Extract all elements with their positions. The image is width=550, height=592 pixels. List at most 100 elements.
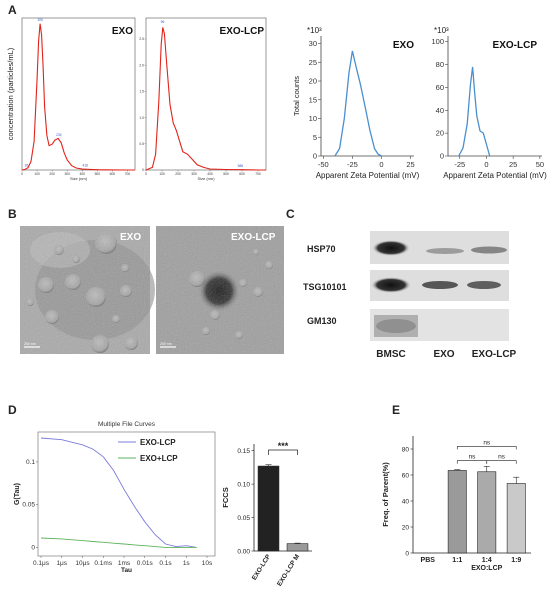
y-tick-label: 15 bbox=[309, 95, 317, 104]
x-tick-label: 0 bbox=[21, 172, 23, 176]
x-tick-label: 1:4 bbox=[482, 557, 492, 564]
nta-exo-lcp-chart: 0 100 200 300 400 500 600 700 0 0.5 1.0 1.5 2.0 2.5 96… bbox=[139, 17, 267, 181]
zeta-exo-chart: -50 -25 0 25 0 5 10 15 20 25 30 Apparent Zeta Poten… bbox=[292, 26, 420, 180]
tem-exo-lcp-label: EXO-LCP bbox=[231, 232, 276, 243]
blot-gm130 bbox=[370, 309, 509, 341]
bar bbox=[447, 470, 467, 554]
y-axis-label: concentration (particles/mL) bbox=[6, 47, 15, 140]
panel-label-b: B bbox=[8, 207, 17, 221]
x-tick-label: 500 bbox=[95, 172, 101, 176]
y-tick-label: 0 bbox=[142, 168, 144, 172]
x-tick-label: 1μs bbox=[56, 560, 67, 567]
y-tick-label: 0.05 bbox=[237, 515, 250, 522]
chart-title: Multiple File Curves bbox=[98, 421, 156, 428]
x-tick-label: EXO-LCP bbox=[251, 553, 273, 582]
y-tick-label: 0.00 bbox=[237, 548, 250, 555]
x-tick-label: 25 bbox=[406, 160, 414, 169]
y-axis-label: Freq. of Parent(%) bbox=[381, 462, 390, 527]
y-tick-label: 20 bbox=[309, 77, 317, 86]
significance-label: *** bbox=[278, 441, 289, 451]
panel-label-c: C bbox=[286, 207, 295, 221]
y-tick-label: 80 bbox=[402, 446, 410, 453]
x-tick-label: 100 bbox=[159, 172, 165, 176]
tem-exo-image: 200 nm EXO bbox=[20, 226, 155, 354]
protein-label-hsp70: HSP70 bbox=[307, 244, 336, 254]
panel-label-a: A bbox=[8, 3, 17, 17]
x-axis-label: Size (nm) bbox=[70, 176, 88, 181]
chart-title: EXO bbox=[112, 26, 133, 37]
freq-parent-bar-chart: 0 20 40 60 80 PBS 1:1 1:4 1:9 Freq. of Parent(%) E… bbox=[381, 436, 531, 572]
x-axis-label: EXO:LCP bbox=[471, 565, 502, 572]
lane-label-exo-lcp: EXO-LCP bbox=[472, 349, 517, 360]
bar bbox=[506, 483, 526, 554]
significance-bracket bbox=[456, 446, 517, 450]
y-tick-label: 20 bbox=[436, 129, 444, 138]
x-tick-label: 200 bbox=[49, 172, 55, 176]
significance-label: ns bbox=[483, 439, 491, 446]
nta-exo-chart: 0 100 200 300 400 500 600 700 100 234 416 26 Size (n… bbox=[6, 17, 136, 181]
chart-title: EXO bbox=[393, 40, 414, 51]
tem-exo-scale-bar: 200 nm bbox=[24, 342, 36, 346]
x-tick-label: 400 bbox=[207, 172, 213, 176]
y-tick-label: 1.5 bbox=[139, 90, 144, 94]
chart-title: EXO-LCP bbox=[220, 26, 265, 37]
x-tick-label: 200 bbox=[175, 172, 181, 176]
x-tick-label: 1:9 bbox=[511, 557, 521, 564]
peak-annotation: 100 bbox=[37, 18, 43, 22]
y-tick-label: 60 bbox=[436, 83, 444, 92]
y-tick-label: 0 bbox=[405, 550, 409, 557]
y-tick-label: 0.15 bbox=[237, 448, 250, 455]
y-tick-label: 40 bbox=[402, 498, 410, 505]
x-tick-label: 10μs bbox=[75, 560, 90, 567]
significance-label: ns bbox=[469, 454, 477, 461]
y-tick-label: 0.10 bbox=[237, 481, 250, 488]
zeta-distribution-line bbox=[334, 50, 382, 157]
x-tick-label: PBS bbox=[421, 557, 436, 564]
x-tick-label: 600 bbox=[110, 172, 116, 176]
y-tick-label: 0.1 bbox=[26, 459, 35, 466]
x-tick-label: 700 bbox=[125, 172, 131, 176]
x-tick-label: 1:1 bbox=[452, 557, 462, 564]
y-tick-label: 100 bbox=[431, 37, 444, 46]
plot-frame bbox=[21, 17, 136, 171]
plot-frame bbox=[145, 17, 267, 171]
x-tick-label: -50 bbox=[318, 160, 329, 169]
y-tick-label: 0 bbox=[31, 544, 35, 551]
protein-label-tsg10101: TSG10101 bbox=[303, 282, 347, 292]
x-tick-label: 300 bbox=[64, 172, 70, 176]
x-axis-label: Apparent Zeta Potential (mV) bbox=[443, 171, 547, 180]
x-tick-label: 0 bbox=[379, 160, 383, 169]
x-tick-label: 50 bbox=[536, 160, 544, 169]
peak-annotation: 234 bbox=[56, 133, 62, 137]
legend-label: EXO+LCP bbox=[140, 454, 178, 463]
y-axis-label: G(Tau) bbox=[14, 483, 21, 505]
protein-label-gm130: GM130 bbox=[307, 316, 337, 326]
x-tick-label: 100 bbox=[34, 172, 40, 176]
y-tick-label: 2.0 bbox=[139, 63, 144, 67]
x-tick-label: 0 bbox=[145, 172, 147, 176]
x-tick-label: 10s bbox=[202, 560, 213, 567]
y-tick-label: 5 bbox=[313, 133, 317, 142]
fcs-series-line bbox=[40, 537, 197, 548]
x-tick-label: 25 bbox=[509, 160, 517, 169]
bar bbox=[286, 543, 309, 552]
x-tick-label: 1ms bbox=[118, 560, 131, 567]
size-distribution-line bbox=[21, 23, 135, 171]
tem-exo-lcp-scale-bar: 200 nm bbox=[160, 342, 172, 346]
y-tick-label: 0.5 bbox=[139, 142, 144, 146]
x-axis-label: Size (nm) bbox=[197, 176, 215, 181]
x-tick-label: 0.1s bbox=[159, 560, 172, 567]
y-tick-label: 60 bbox=[402, 472, 410, 479]
significance-bracket bbox=[486, 460, 517, 464]
significance-bracket bbox=[456, 460, 488, 464]
y-multiplier: *10³ bbox=[434, 26, 449, 35]
fcs-series-line bbox=[40, 437, 197, 548]
significance-label: ns bbox=[498, 454, 506, 461]
y-tick-label: 20 bbox=[402, 524, 410, 531]
bar bbox=[477, 471, 497, 554]
x-tick-label: 500 bbox=[223, 172, 229, 176]
x-tick-label: 600 bbox=[239, 172, 245, 176]
western-blot: HSP70 TSG10101 GM130 BMSC EXO EXO-LCP bbox=[303, 231, 517, 360]
x-tick-label: 1s bbox=[183, 560, 191, 567]
